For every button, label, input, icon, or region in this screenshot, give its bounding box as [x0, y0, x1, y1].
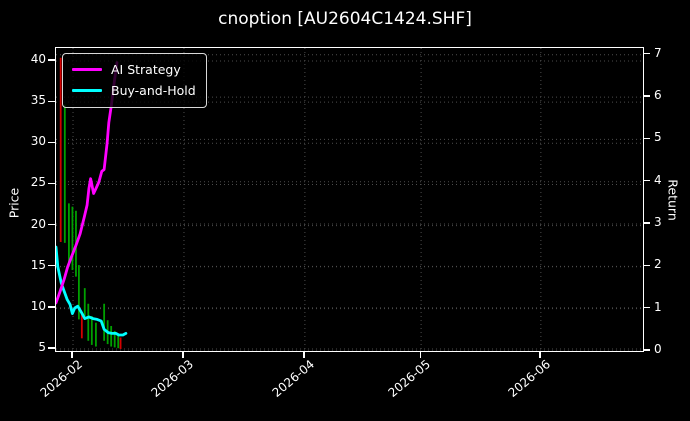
return-tick-mark [643, 53, 651, 55]
return-tick-label: 3 [654, 215, 662, 230]
return-tick-mark [643, 137, 651, 140]
price-tick-mark [48, 223, 55, 226]
month-tick-label: 2026-03 [148, 357, 196, 400]
month-tick-label: 2026-04 [269, 357, 317, 400]
buy-and-hold-line [56, 245, 128, 337]
return-tick-mark [643, 307, 651, 309]
return-tick-label: 1 [654, 299, 662, 314]
month-tick-mark [419, 351, 421, 359]
buy-and-hold-line-sample [72, 88, 102, 93]
return-tick-label: 6 [654, 88, 662, 103]
price-tick-label: 35 [30, 93, 46, 108]
price-tick-mark [48, 141, 55, 143]
price-tick-mark [48, 306, 55, 308]
ai-strategy-label: AI Strategy [111, 62, 181, 77]
return-tick-label: 4 [654, 172, 662, 187]
price-axis-label: Price [6, 187, 22, 219]
legend: AI Strategy Buy-and-Hold [62, 53, 207, 108]
month-tick-mark [182, 351, 184, 359]
legend-item-buy-and-hold: Buy-and-Hold [72, 80, 196, 101]
price-tick-label: 30 [30, 134, 46, 149]
return-tick-mark [643, 180, 651, 182]
price-tick-label: 10 [30, 298, 46, 313]
return-tick-mark [643, 264, 651, 267]
price-tick-label: 40 [30, 52, 46, 66]
price-tick-mark [48, 59, 55, 61]
plot-area [55, 47, 644, 352]
price-tick-label: 25 [30, 175, 46, 190]
price-tick-mark [48, 265, 55, 267]
return-tick-mark [643, 222, 651, 224]
month-tick-mark [303, 351, 305, 359]
return-tick-label: 2 [654, 257, 662, 272]
price-tick-mark [48, 182, 55, 185]
price-tick-label: 5 [38, 340, 46, 355]
chart-title: cnoption [AU2604C1424.SHF] [218, 9, 472, 29]
return-tick-label: 0 [654, 342, 662, 356]
month-tick-mark [539, 351, 541, 359]
return-tick-label: 7 [654, 45, 662, 60]
return-tick-label: 5 [654, 130, 662, 145]
ai-strategy-line [56, 61, 119, 305]
month-tick-mark [71, 351, 73, 359]
legend-item-ai-strategy: AI Strategy [72, 59, 196, 80]
buy-and-hold-label: Buy-and-Hold [111, 83, 196, 98]
price-tick-mark [48, 100, 55, 102]
chart-canvas [56, 48, 643, 351]
return-axis-label: Return [665, 179, 681, 221]
month-tick-label: 2026-06 [505, 357, 553, 400]
price-tick-mark [48, 347, 55, 349]
month-tick-label: 2026-05 [385, 357, 434, 400]
price-tick-label: 20 [30, 216, 46, 231]
ai-strategy-line-sample [72, 67, 102, 72]
return-tick-mark [643, 95, 651, 97]
return-tick-mark [643, 349, 651, 351]
price-tick-label: 15 [30, 257, 46, 272]
month-tick-label: 2026-02 [37, 357, 86, 400]
